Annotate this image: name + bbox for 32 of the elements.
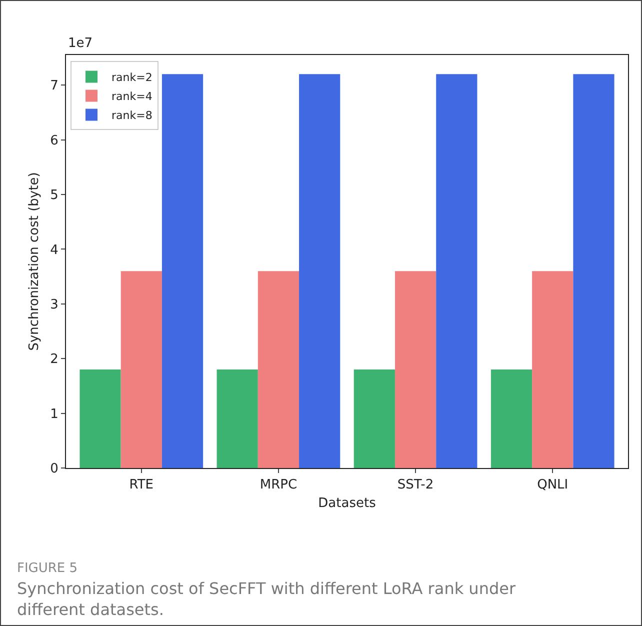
x-tick-label: QNLI (537, 478, 568, 493)
bar (216, 370, 258, 468)
bar (299, 74, 340, 468)
y-tick-label: 0 (50, 462, 58, 477)
text: Synchronization cost of SecFFT with different LoRA rank under different datasets. (17, 579, 516, 619)
x-tick-label: MRPC (260, 478, 298, 493)
bar (258, 271, 300, 468)
bar (354, 370, 395, 468)
y-tick-label: 2 (50, 352, 58, 368)
y-tick-label: 5 (50, 188, 58, 204)
y-tick-label: 6 (50, 133, 58, 148)
legend-label: rank=8 (111, 108, 152, 122)
x-axis-title: Datasets (318, 496, 376, 512)
bar (573, 74, 614, 468)
bar (162, 74, 204, 468)
bar (532, 271, 574, 468)
bar (120, 271, 162, 468)
text: 1e7 (68, 36, 93, 51)
x-tick-label: RTE (129, 478, 154, 493)
bar (80, 370, 121, 468)
y-tick-label: 4 (50, 242, 58, 258)
legend-label: rank=4 (111, 90, 152, 103)
x-tick-label: SST-2 (397, 478, 434, 493)
y-tick-label: 1 (50, 406, 58, 422)
caption: FIGURE 5 (17, 561, 78, 576)
y-axis-title: Synchronization cost (byte) (27, 172, 42, 351)
bar (436, 74, 478, 468)
y-tick-label: 7 (50, 78, 58, 94)
legend-label: rank=2 (111, 70, 152, 84)
bar (490, 370, 532, 468)
bar (394, 271, 436, 468)
y-tick-label: 3 (50, 297, 58, 312)
